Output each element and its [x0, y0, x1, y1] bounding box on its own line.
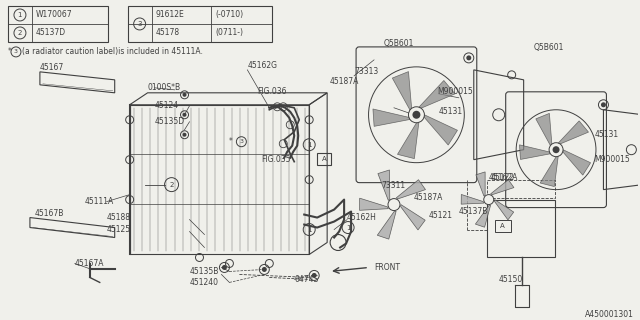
Text: 73313: 73313: [354, 67, 378, 76]
Text: 45135B: 45135B: [189, 267, 219, 276]
Text: 45135D: 45135D: [155, 117, 185, 126]
Text: 45167B: 45167B: [35, 209, 64, 218]
Polygon shape: [476, 172, 485, 196]
Polygon shape: [401, 204, 425, 230]
Text: 2: 2: [170, 182, 173, 188]
Polygon shape: [419, 81, 455, 108]
Circle shape: [182, 113, 186, 117]
Polygon shape: [373, 109, 410, 126]
Text: 45187A: 45187A: [414, 193, 444, 202]
Circle shape: [182, 133, 186, 137]
Text: 45137B: 45137B: [459, 207, 488, 216]
Text: Q5B601: Q5B601: [534, 44, 564, 52]
Text: 1: 1: [307, 142, 312, 148]
Text: 3: 3: [14, 49, 18, 54]
Circle shape: [601, 102, 606, 107]
Text: 45150: 45150: [499, 275, 523, 284]
Text: A: A: [322, 156, 326, 162]
Text: *: *: [8, 47, 14, 56]
Bar: [487, 180, 555, 197]
Text: Q5B601: Q5B601: [384, 39, 414, 48]
Polygon shape: [396, 180, 426, 199]
Text: 1: 1: [307, 227, 312, 233]
Polygon shape: [476, 205, 491, 227]
Polygon shape: [378, 170, 390, 200]
Circle shape: [552, 146, 559, 153]
Polygon shape: [461, 195, 484, 204]
Polygon shape: [520, 145, 550, 159]
Text: 45162A: 45162A: [489, 173, 518, 182]
Bar: [130, 105, 309, 254]
Text: 451240: 451240: [189, 278, 218, 287]
Circle shape: [222, 265, 227, 270]
Text: 45137D: 45137D: [36, 28, 66, 37]
Text: FIG.036: FIG.036: [257, 87, 287, 96]
Text: 45131: 45131: [439, 107, 463, 116]
Text: *: *: [229, 137, 236, 146]
Bar: [317, 153, 331, 165]
Polygon shape: [540, 156, 558, 187]
Text: A: A: [500, 222, 505, 228]
Text: 3: 3: [138, 21, 142, 27]
Bar: [8, 6, 108, 42]
Text: 45125: 45125: [107, 225, 131, 234]
Text: 45122: 45122: [491, 173, 515, 182]
Text: 45121: 45121: [429, 211, 453, 220]
Circle shape: [408, 107, 424, 123]
Text: W170067: W170067: [36, 11, 72, 20]
Text: 1: 1: [18, 12, 22, 18]
Text: 45178: 45178: [156, 28, 180, 37]
Text: 45124: 45124: [155, 101, 179, 110]
Polygon shape: [360, 198, 388, 210]
Text: 2: 2: [18, 30, 22, 36]
Circle shape: [388, 199, 400, 211]
Polygon shape: [424, 115, 458, 145]
Circle shape: [467, 55, 471, 60]
Polygon shape: [392, 72, 412, 110]
Polygon shape: [536, 113, 552, 146]
Text: 1: 1: [346, 225, 350, 230]
Circle shape: [549, 143, 563, 157]
Text: M900015: M900015: [595, 155, 630, 164]
Circle shape: [182, 93, 186, 97]
Text: 45188: 45188: [107, 213, 131, 222]
Polygon shape: [495, 200, 514, 220]
Text: 45131: 45131: [595, 130, 619, 139]
Text: 45167A: 45167A: [75, 259, 104, 268]
Text: 73311: 73311: [381, 181, 405, 190]
Bar: [487, 200, 555, 258]
Polygon shape: [491, 180, 514, 195]
Text: A450001301: A450001301: [584, 310, 634, 319]
Polygon shape: [563, 150, 591, 175]
Text: 0474S: 0474S: [294, 275, 319, 284]
Text: (-0710): (-0710): [216, 11, 244, 20]
Polygon shape: [558, 121, 589, 144]
Circle shape: [484, 195, 493, 204]
Text: M900015: M900015: [437, 87, 472, 96]
Bar: [127, 6, 272, 42]
Polygon shape: [377, 211, 396, 239]
Text: 45187A: 45187A: [329, 77, 358, 86]
Text: 45167: 45167: [40, 63, 64, 72]
Text: 45111A: 45111A: [84, 197, 114, 206]
Text: 91612E: 91612E: [156, 11, 184, 20]
Text: (a radiator caution label)is included in 45111A.: (a radiator caution label)is included in…: [22, 47, 203, 56]
Circle shape: [312, 273, 317, 278]
Text: 3: 3: [239, 139, 243, 144]
Text: 45162H: 45162H: [347, 213, 377, 222]
Bar: [495, 220, 511, 232]
Text: 0100S*B: 0100S*B: [148, 83, 180, 92]
Circle shape: [262, 267, 267, 272]
Polygon shape: [397, 122, 419, 159]
Text: 45162G: 45162G: [248, 61, 277, 70]
Text: FIG.035: FIG.035: [261, 155, 291, 164]
Text: (0711-): (0711-): [216, 28, 243, 37]
Text: FRONT: FRONT: [374, 263, 400, 272]
Circle shape: [412, 111, 420, 119]
